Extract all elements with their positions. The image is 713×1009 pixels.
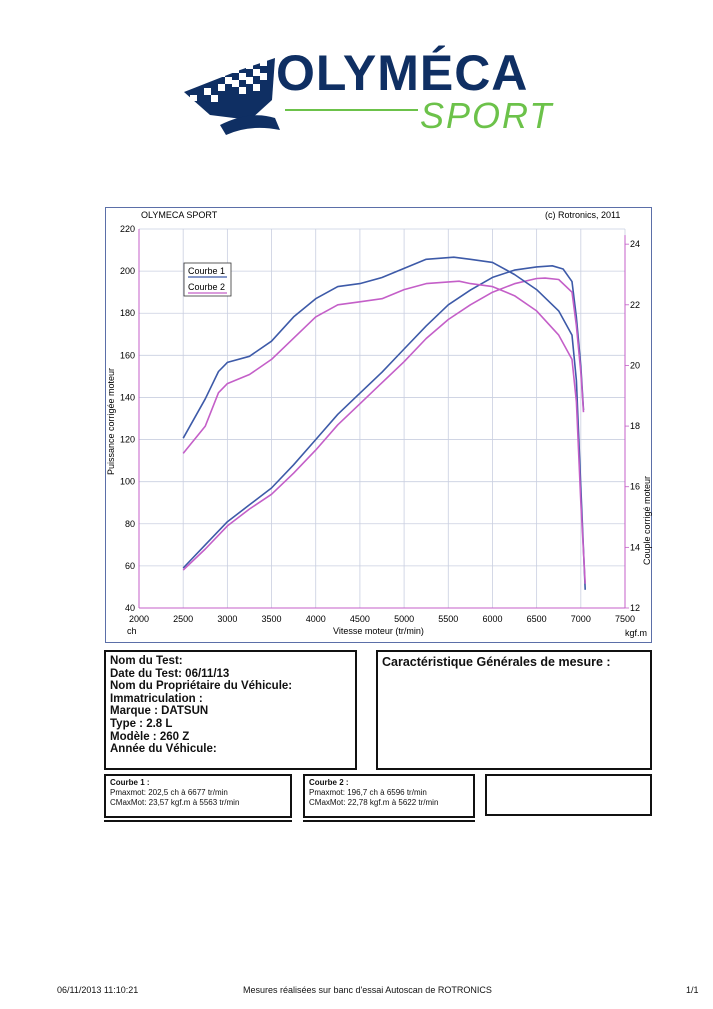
courbe2-title: Courbe 2 : [309, 778, 349, 787]
y-axis-label: Puissance corrigée moteur [106, 368, 116, 475]
make: Marque : DATSUN [110, 705, 209, 718]
y-tick-label: 220 [120, 224, 135, 234]
footer-note: Mesures réalisées sur banc d'essai Autos… [243, 985, 492, 995]
x-axis-label: Vitesse moteur (tr/min) [333, 626, 424, 636]
x-tick-label: 4000 [306, 614, 326, 624]
courbe2-underline [303, 820, 475, 822]
courbe1-cmax: CMaxMot: 23,57 kgf.m à 5563 tr/min [110, 798, 240, 807]
courbe1-pmax: Pmaxmot: 202,5 ch à 6677 tr/min [110, 788, 228, 797]
y2-unit-label: kgf.m [625, 628, 647, 638]
torque-courbe2-line [182, 280, 586, 584]
empty-summary-box [485, 774, 652, 816]
y-tick-label: 160 [120, 350, 135, 360]
x-tick-label: 7500 [615, 614, 635, 624]
dyno-chart: 2000 2500 3000 3500 4000 4500 5000 5500 6000 6500… [106, 210, 652, 638]
y-tick-label: 60 [125, 561, 135, 571]
y-tick-label: 140 [120, 392, 135, 402]
x-unit-label: ch [127, 626, 137, 636]
brand-name: OLYMÉCA [276, 45, 528, 101]
legend-item-courbe2: Courbe 2 [188, 282, 225, 292]
courbe1-underline [104, 820, 292, 822]
x-tick-label: 2000 [129, 614, 149, 624]
x-tick-label: 4500 [350, 614, 370, 624]
x-tick-label: 6500 [527, 614, 547, 624]
legend: Courbe 1 Courbe 2 [183, 262, 232, 297]
chart-frame [105, 207, 652, 643]
legend-item-courbe1: Courbe 1 [188, 266, 225, 276]
chart-header-right: (c) Rotronics, 2011 [545, 210, 620, 220]
torque-courbe1-line [182, 256, 586, 590]
courbe2-pmax: Pmaxmot: 196,7 ch à 6596 tr/min [309, 788, 427, 797]
vehicle-info-box: Nom du Test: Date du Test: 06/11/13 Nom … [104, 650, 357, 770]
model: Modèle : 260 Z [110, 730, 190, 743]
chart-header-left: OLYMECA SPORT [141, 210, 218, 220]
x-tick-label: 3500 [262, 614, 282, 624]
x-tick-label: 5000 [394, 614, 414, 624]
vehicle-year: Année du Véhicule: [110, 743, 217, 756]
y2-tick-label: 24 [630, 239, 640, 249]
power-courbe2-line [182, 277, 585, 571]
y2-tick-label: 18 [630, 421, 640, 431]
y2-axis-label: Couple corrigé moteur [642, 476, 652, 565]
courbe1-summary-box: Courbe 1 : Pmaxmot: 202,5 ch à 6677 tr/m… [104, 774, 292, 818]
y2-tick-label: 22 [630, 300, 640, 310]
footer-timestamp: 06/11/2013 11:10:21 [57, 985, 139, 995]
y2-tick-label: 20 [630, 360, 640, 370]
y2-tick-label: 12 [630, 603, 640, 613]
y-tick-label: 80 [125, 519, 135, 529]
x-tick-label: 6000 [482, 614, 502, 624]
test-name: Nom du Test: [110, 655, 183, 667]
type: Type : 2.8 L [110, 717, 173, 730]
x-tick-label: 2500 [173, 614, 193, 624]
measurement-characteristics-box: Caractéristique Générales de mesure : [376, 650, 652, 770]
courbe2-summary-box: Courbe 2 : Pmaxmot: 196,7 ch à 6596 tr/m… [303, 774, 475, 818]
x-tick-label: 5500 [438, 614, 458, 624]
brand-sub: SPORT [420, 95, 554, 136]
checkered-flag-icon [184, 58, 280, 135]
measurement-characteristics-title: Caractéristique Générales de mesure : [382, 655, 611, 669]
courbe1-title: Courbe 1 : [110, 778, 150, 787]
y-tick-label: 180 [120, 308, 135, 318]
y2-tick-label: 14 [630, 542, 640, 552]
test-date: Date du Test: 06/11/13 [110, 667, 230, 680]
y-tick-label: 100 [120, 477, 135, 487]
owner-name: Nom du Propriétaire du Véhicule: [110, 680, 293, 693]
x-tick-label: 3000 [217, 614, 237, 624]
power-courbe1-line [182, 264, 585, 569]
y-tick-label: 200 [120, 266, 135, 276]
courbe2-cmax: CMaxMot: 22,78 kgf.m à 5622 tr/min [309, 798, 439, 807]
olymeca-sport-logo: OLYMÉCA SPORT [184, 45, 554, 136]
x-tick-label: 7000 [571, 614, 591, 624]
y2-tick-label: 16 [630, 482, 640, 492]
registration: Immatriculation : [110, 692, 203, 705]
footer-page: 1/1 [686, 985, 699, 995]
y-tick-label: 40 [125, 603, 135, 613]
y-tick-label: 120 [120, 435, 135, 445]
